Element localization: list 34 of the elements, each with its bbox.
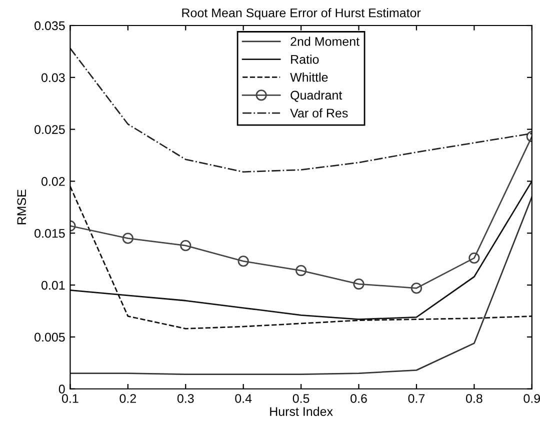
- y-tick-label: 0.01: [42, 280, 65, 290]
- y-axis-title: RMSE: [17, 190, 26, 224]
- x-tick-label: 0.4: [235, 394, 252, 403]
- point: [410, 282, 422, 294]
- x-tick-label: 0.9: [524, 394, 540, 403]
- y-tick-label: 0.03: [42, 73, 65, 82]
- y-tick-label: 0.035: [34, 21, 65, 30]
- line-series: [70, 48, 532, 173]
- legend-label: Var of Res: [290, 108, 348, 118]
- y-tick-label: 0.005: [34, 332, 65, 342]
- point: [353, 278, 364, 290]
- x-tick-label: 0.7: [408, 394, 425, 403]
- x-tick-label: 0.2: [120, 394, 136, 403]
- point: [122, 232, 134, 244]
- legend-label: Whittle: [290, 72, 328, 82]
- point: [180, 240, 192, 252]
- x-tick-label: 0.6: [350, 394, 367, 403]
- legend-label: Ratio: [291, 54, 319, 64]
- line-series: [70, 196, 532, 376]
- y-tick-label: 0: [58, 384, 65, 394]
- legend-label: 2nd Moment: [290, 36, 360, 46]
- point: [468, 252, 480, 264]
- y-tick-label: 0.025: [34, 125, 65, 134]
- point: [238, 256, 249, 267]
- x-tick-label: 0.8: [466, 394, 482, 403]
- point: [295, 264, 307, 276]
- legend-label: Quadrant: [290, 90, 342, 102]
- x-axis-title: Hurst Index: [270, 406, 333, 416]
- x-tick-label: 0.3: [177, 394, 194, 403]
- y-tick-label: 0.015: [34, 228, 65, 238]
- y-tick-label: 0.02: [42, 177, 65, 186]
- x-tick-label: 0.5: [292, 394, 310, 403]
- x-tick-label: 0.1: [62, 394, 78, 403]
- chart-title: Root Mean Square Error of Hurst Estimator: [182, 8, 421, 20]
